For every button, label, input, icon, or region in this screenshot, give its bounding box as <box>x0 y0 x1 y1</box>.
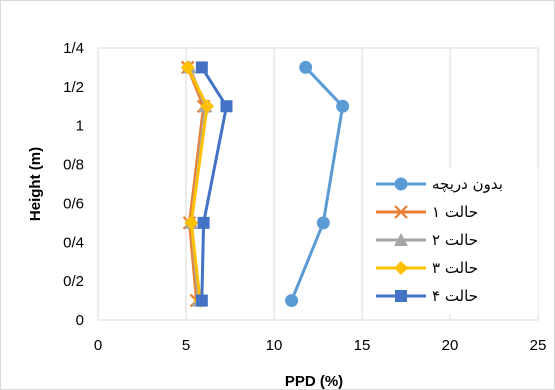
data-point <box>285 294 298 307</box>
y-tick-label: 1/4 <box>63 40 84 57</box>
legend-swatch-marker <box>395 290 407 302</box>
data-point <box>336 100 349 113</box>
x-tick-label: 15 <box>354 337 371 354</box>
x-tick-label: 25 <box>530 337 547 354</box>
legend-label: حالت ۳ <box>432 259 478 277</box>
data-point <box>198 217 210 229</box>
y-axis-title: Height (m) <box>27 147 44 221</box>
data-point <box>196 295 208 307</box>
x-tick-label: 20 <box>442 337 459 354</box>
y-tick-label: 1/2 <box>63 79 84 96</box>
legend-label: حالت ۲ <box>432 231 478 249</box>
x-tick-label: 5 <box>182 337 190 354</box>
data-point <box>220 100 232 112</box>
y-tick-label: 0/6 <box>63 195 84 212</box>
x-tick-label: 0 <box>94 337 102 354</box>
legend-label: حالت ۴ <box>432 287 478 305</box>
data-point <box>196 61 208 73</box>
x-tick-label: 10 <box>266 337 283 354</box>
legend-label: حالت ۱ <box>432 203 478 221</box>
y-tick-label: 0/8 <box>63 157 84 174</box>
data-point <box>299 61 312 74</box>
y-tick-label: 0/2 <box>63 273 84 290</box>
y-tick-label: 0 <box>76 312 84 329</box>
y-tick-label: 0/4 <box>63 234 84 251</box>
legend-label: بدون دریچه <box>432 175 503 193</box>
y-tick-label: 1 <box>76 118 84 135</box>
data-point <box>317 216 330 229</box>
x-axis-title: PPD (%) <box>285 373 343 390</box>
legend: بدون دریچه حالت ۱ حالت ۲ حالت ۳ حالت ۴ <box>370 168 538 314</box>
legend-swatch-marker <box>395 178 408 191</box>
